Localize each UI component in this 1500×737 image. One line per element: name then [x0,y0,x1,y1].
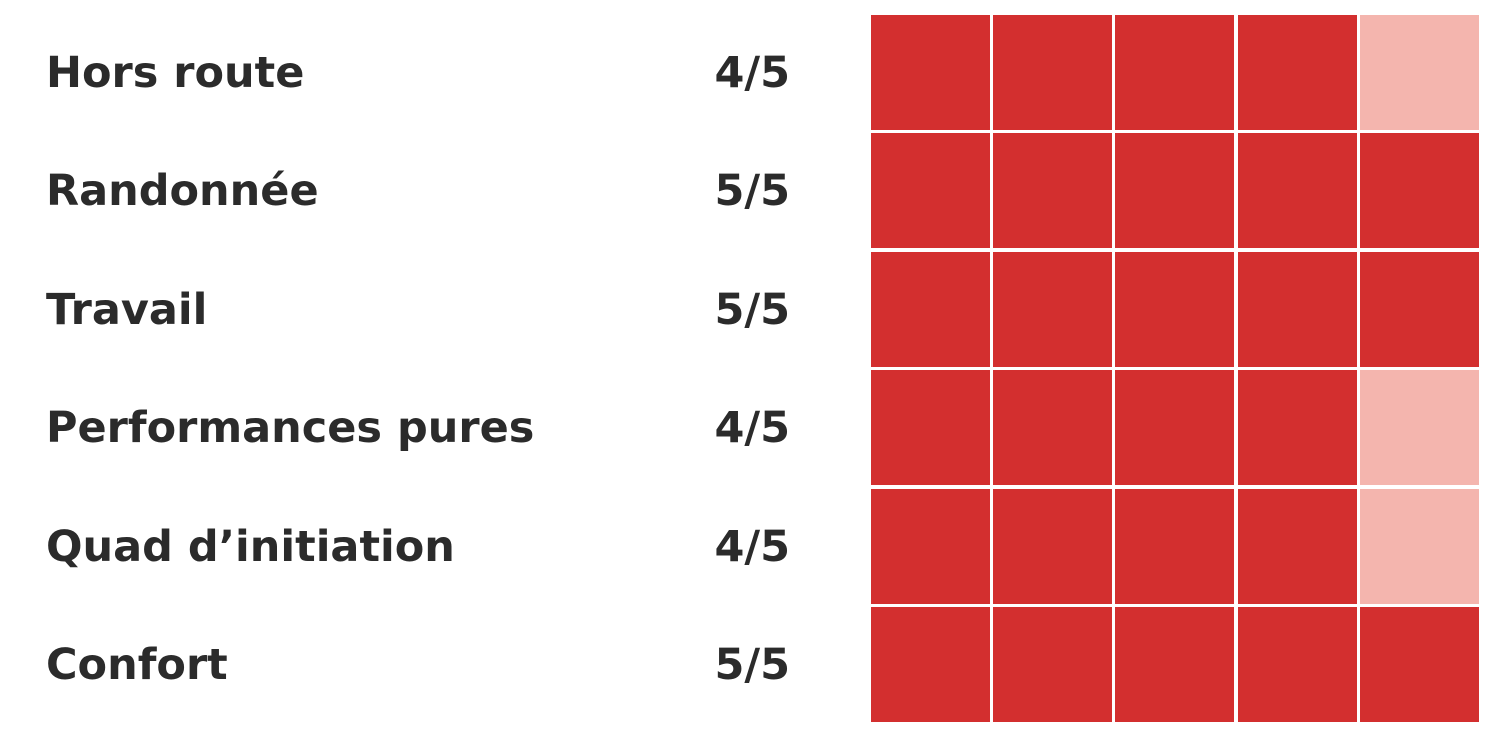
rating-cell-filled [1115,488,1235,604]
rating-cell-filled [1115,607,1235,722]
rating-cell-filled [993,15,1113,130]
rating-cell-filled [1237,15,1357,130]
rating-cell-filled [1237,370,1357,486]
rating-cell-filled [871,251,990,367]
rating-row: Hors route 4/5 [0,15,1500,133]
rating-cell-filled [871,15,990,130]
rating-cell-filled [1359,251,1479,367]
rating-cell-filled [993,133,1113,249]
rating-cell-filled [1115,133,1235,249]
score-label: 4/5 [714,48,790,98]
rating-cell-filled [993,251,1113,367]
rating-cell-filled [871,133,990,249]
rating-cell-filled [1237,251,1357,367]
rating-cell-filled [871,607,990,722]
rating-cell-filled [1115,15,1235,130]
rating-cell-filled [1237,133,1357,249]
rating-cell-filled [1359,607,1479,722]
rating-cell-filled [993,488,1113,604]
rating-row: Performances pures 4/5 [0,370,1500,488]
rating-cell-filled [871,488,990,604]
rating-cell-empty [1359,370,1479,486]
category-label: Quad d’initiation [46,521,455,572]
rating-cell-filled [1359,133,1479,249]
rating-cell-filled [871,370,990,486]
rating-cell-filled [1237,607,1357,722]
category-label: Randonnée [46,166,319,217]
rating-row: Travail 5/5 [0,252,1500,370]
rating-cell-empty [1359,15,1479,130]
category-label: Hors route [46,48,305,98]
rating-row: Randonnée 5/5 [0,133,1500,251]
rating-cell-filled [1115,370,1235,486]
category-label: Performances pures [46,403,535,454]
score-label: 4/5 [714,403,790,454]
score-label: 5/5 [714,166,790,217]
rating-row: Quad d’initiation 4/5 [0,489,1500,607]
rating-cell-filled [1115,251,1235,367]
rating-cell-empty [1359,488,1479,604]
score-label: 5/5 [714,640,790,690]
category-label: Confort [46,640,228,690]
score-label: 4/5 [714,521,790,572]
category-label: Travail [46,284,208,335]
rating-row: Confort 5/5 [0,607,1500,725]
score-label: 5/5 [714,284,790,335]
rating-cell-filled [993,370,1113,486]
rating-cell-filled [1237,488,1357,604]
rating-cell-filled [993,607,1113,722]
